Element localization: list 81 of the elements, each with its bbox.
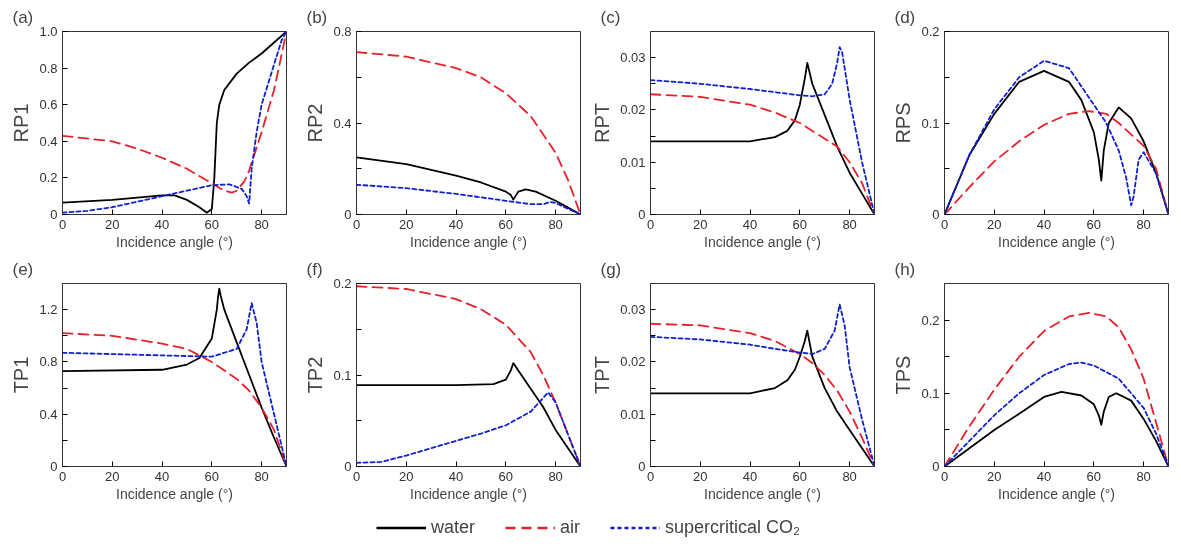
y-tick-label: 0.2: [921, 24, 940, 39]
x-tick-label: 80: [548, 468, 563, 484]
x-tick-label: 40: [154, 216, 170, 232]
y-axis-title: RPS: [892, 102, 915, 144]
x-tick-label: 60: [1086, 468, 1102, 484]
x-tick-label: 60: [792, 216, 808, 232]
legend-label: supercritical CO₂: [665, 516, 801, 538]
y-tick-label: 0.8: [39, 354, 58, 370]
y-axis-title: TP2: [304, 356, 327, 394]
chart-title: (h): [894, 259, 916, 279]
y-tick-label: 0.03: [620, 50, 646, 66]
y-axis-title: TPS: [892, 355, 915, 395]
y-tick-label: 0.6: [39, 97, 58, 113]
x-tick-label: 40: [742, 216, 758, 232]
y-tick-label: 0.2: [921, 312, 940, 328]
y-axis-title: RP2: [304, 103, 327, 143]
y-axis-title: RPT: [591, 103, 614, 143]
x-tick-label: 40: [742, 468, 758, 484]
chart-title: (e): [12, 259, 34, 279]
y-tick-label: 0.4: [39, 406, 58, 422]
y-tick-label: 0.1: [921, 385, 940, 401]
x-tick-label: 20: [693, 468, 708, 484]
x-tick-label: 20: [105, 216, 120, 232]
x-tick-label: 40: [448, 468, 464, 484]
chart-title: (a): [12, 7, 34, 27]
x-tick-label: 80: [254, 216, 269, 232]
x-tick-label: 80: [548, 216, 563, 232]
x-tick-label: 40: [154, 468, 170, 484]
y-tick-label: 0.8: [333, 24, 352, 39]
x-tick-label: 80: [1136, 216, 1151, 232]
y-axis-title: TPT: [591, 356, 614, 394]
y-tick-label: 0.02: [620, 354, 646, 370]
y-tick-label: 0.01: [620, 406, 646, 422]
x-tick-label: 60: [498, 216, 514, 232]
x-axis-title: Incidence angle (°): [998, 485, 1115, 502]
x-tick-label: 60: [792, 468, 808, 484]
x-tick-label: 80: [1136, 468, 1151, 484]
x-axis-title: Incidence angle (°): [410, 233, 527, 250]
x-axis-title: Incidence angle (°): [116, 485, 233, 502]
x-tick-label: 60: [204, 216, 220, 232]
y-tick-label: 0.01: [620, 154, 646, 170]
x-tick-label: 20: [105, 468, 120, 484]
y-tick-label: 0.03: [620, 302, 646, 318]
y-axis-title: RP1: [10, 103, 33, 143]
x-tick-label: 20: [987, 468, 1002, 484]
x-axis-title: Incidence angle (°): [410, 485, 527, 502]
x-tick-label: 40: [448, 216, 464, 232]
y-tick-label: 0.2: [39, 170, 58, 186]
x-tick-label: 80: [842, 468, 857, 484]
legend-label: water: [430, 516, 475, 538]
y-tick-label: 1.2: [39, 302, 58, 318]
y-tick-label: 0.02: [620, 102, 646, 118]
x-tick-label: 20: [399, 216, 414, 232]
y-axis-title: TP1: [10, 356, 33, 394]
x-tick-label: 20: [693, 216, 708, 232]
x-tick-label: 20: [987, 216, 1002, 232]
x-tick-label: 60: [204, 468, 220, 484]
x-tick-label: 80: [842, 216, 857, 232]
x-tick-label: 80: [254, 468, 269, 484]
chart-title: (d): [894, 7, 916, 27]
y-tick-label: 0.2: [333, 276, 352, 291]
chart-title: (g): [600, 259, 622, 279]
legend-label: air: [559, 516, 580, 538]
x-axis-title: Incidence angle (°): [116, 233, 233, 250]
chart-title: (b): [306, 7, 328, 27]
x-axis-title: Incidence angle (°): [704, 233, 821, 250]
y-tick-label: 0.1: [333, 367, 352, 383]
chart-title: (f): [306, 259, 323, 279]
y-tick-label: 1.0: [39, 24, 58, 39]
x-tick-label: 60: [1086, 216, 1102, 232]
chart-title: (c): [600, 7, 621, 27]
x-axis-title: Incidence angle (°): [998, 233, 1115, 250]
y-tick-label: 0.4: [39, 133, 58, 149]
x-axis-title: Incidence angle (°): [704, 485, 821, 502]
x-tick-label: 60: [498, 468, 514, 484]
y-tick-label: 0.8: [39, 60, 58, 76]
y-tick-label: 0.4: [333, 115, 352, 131]
y-tick-label: 0.1: [921, 115, 940, 131]
x-tick-label: 20: [399, 468, 414, 484]
x-tick-label: 40: [1036, 216, 1052, 232]
x-tick-label: 40: [1036, 468, 1052, 484]
